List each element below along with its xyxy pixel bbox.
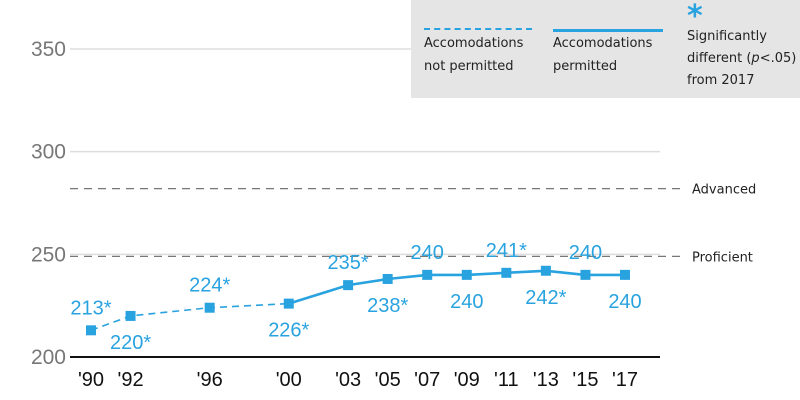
data-label: 241* xyxy=(486,240,527,262)
x-tick-label: '00 xyxy=(276,369,302,391)
legend: Accomodations not permitted Accomodation… xyxy=(411,0,800,98)
x-tick-label: '13 xyxy=(533,369,559,391)
x-tick-label: '92 xyxy=(118,369,144,391)
x-tick-label: '11 xyxy=(494,369,519,391)
data-point xyxy=(343,280,354,291)
data-labels: 213* 220* 224* 226* 235* 238* 240 240 241* 242* 24… xyxy=(70,240,641,354)
reference-line-label: Advanced xyxy=(692,183,756,198)
data-label: 235* xyxy=(328,252,369,274)
legend-significance: Significantly different (p<.05) from 201… xyxy=(687,26,796,92)
reference-lines: Advanced Proficient xyxy=(70,183,756,265)
x-tick-label: '07 xyxy=(414,369,440,391)
legend-not-permitted-line1: Accomodations xyxy=(424,36,524,51)
series-line-dashed xyxy=(90,302,289,332)
data-point xyxy=(86,325,96,336)
data-label: 238* xyxy=(367,295,408,317)
legend-not-permitted-line2: not permitted xyxy=(424,59,514,74)
y-tick-label: 200 xyxy=(31,346,66,369)
data-point xyxy=(283,298,294,309)
x-tick-label: '05 xyxy=(375,369,401,391)
data-point xyxy=(540,265,551,276)
legend-permitted-line1: Accomodations xyxy=(553,36,653,51)
data-point xyxy=(580,269,591,280)
x-tick-label: '96 xyxy=(197,369,223,391)
data-point xyxy=(461,269,472,280)
legend-sig-line1: Significantly xyxy=(687,29,767,44)
data-point xyxy=(204,302,215,313)
legend-sig-line2: different (p<.05) xyxy=(687,48,796,70)
data-point xyxy=(125,310,136,321)
x-tick-label: '09 xyxy=(454,369,480,391)
legend-permitted: Accomodations permitted xyxy=(553,32,652,78)
y-tick-label: 250 xyxy=(31,243,66,266)
legend-not-permitted: Accomodations not permitted xyxy=(424,32,523,78)
data-label: 242* xyxy=(525,287,566,309)
data-label: 240 xyxy=(569,242,602,264)
x-tick-label: '90 xyxy=(78,369,104,391)
legend-solid-line xyxy=(553,29,663,32)
data-point xyxy=(382,273,393,284)
axes: 200 250 300 350 '90 '92 '96 '00 '03 '05 '07 '09 '11 '… xyxy=(31,38,660,391)
x-tick-label: '15 xyxy=(572,369,598,391)
data-label: 224* xyxy=(189,275,230,297)
data-point xyxy=(422,269,433,280)
data-label: 240 xyxy=(608,291,641,313)
legend-permitted-line2: permitted xyxy=(553,59,618,74)
data-markers xyxy=(86,265,630,336)
legend-sig-line2-pre: different ( xyxy=(687,51,752,66)
legend-sig-line3: from 2017 xyxy=(687,73,755,88)
legend-sig-line2-post: <.05) xyxy=(759,51,797,66)
y-tick-label: 300 xyxy=(31,141,66,164)
data-point xyxy=(501,267,512,278)
asterisk-icon: * xyxy=(687,0,703,34)
data-label: 240 xyxy=(450,291,483,313)
data-label: 213* xyxy=(70,297,111,319)
legend-sig-line2-p: p xyxy=(751,51,760,66)
x-tick-label: '03 xyxy=(335,369,361,391)
x-tick-label: '17 xyxy=(612,369,638,391)
data-label: 240 xyxy=(411,242,444,264)
data-label: 220* xyxy=(110,332,151,354)
data-point xyxy=(620,269,630,280)
y-tick-label: 350 xyxy=(31,38,66,61)
legend-dashed-line xyxy=(424,28,532,30)
reference-line-label: Proficient xyxy=(692,250,753,265)
data-label: 226* xyxy=(268,320,309,342)
